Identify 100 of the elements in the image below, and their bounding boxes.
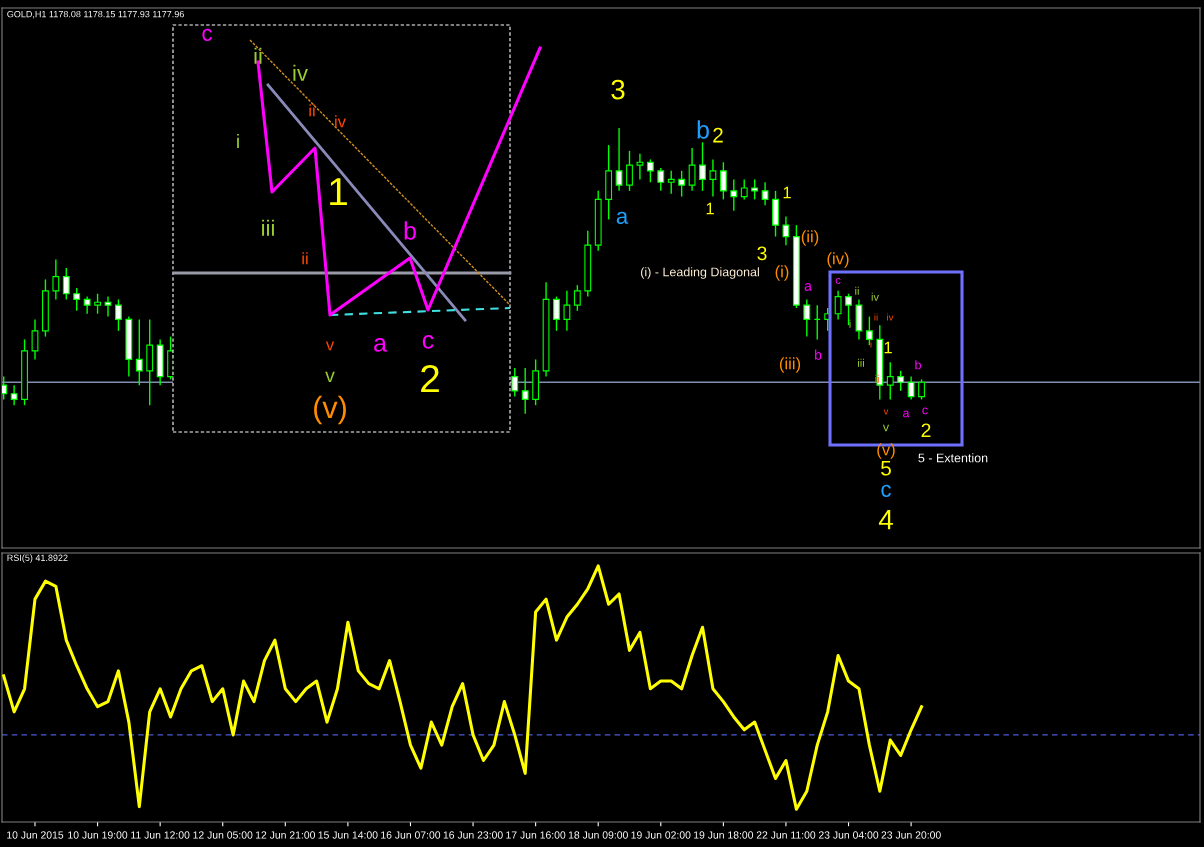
x-tick-label: 16 Jun 23:00 (443, 831, 503, 839)
candlestick (730, 178, 738, 212)
candlestick (865, 315, 873, 346)
annotation: a (804, 283, 812, 291)
candlestick (73, 287, 81, 312)
candlestick (573, 284, 581, 312)
annotation: b (815, 349, 822, 360)
candlestick (31, 318, 39, 361)
candlestick (667, 170, 675, 195)
text: ii (254, 47, 262, 64)
annotation: 1 (330, 178, 347, 206)
annotation: i (870, 340, 872, 348)
annotation: (i) - Leading Diagonal (641, 267, 759, 279)
annotation: 1 (884, 341, 892, 354)
x-tick-label: 10 Jun 19:00 (68, 831, 128, 839)
candlestick (615, 127, 623, 192)
annotation: v (325, 371, 335, 383)
x-tick-label: 22 Jun 11:00 (756, 831, 816, 839)
annotation: 3 (757, 246, 767, 261)
x-tick-label: 18 Jun 09:00 (568, 831, 628, 839)
candlestick (52, 258, 60, 301)
candlestick (553, 295, 560, 332)
annotation: 1 (783, 186, 791, 199)
x-tick-label: 23 Jun 20:00 (881, 831, 941, 839)
text: ii (309, 104, 315, 117)
annotation: 2 (421, 364, 439, 393)
annotation: iii (262, 219, 274, 236)
candlestick (563, 290, 571, 332)
text: 5 (881, 461, 891, 476)
candlestick (94, 293, 101, 315)
candlestick (104, 295, 112, 318)
annotation: c (422, 335, 434, 349)
annotation: c (835, 277, 841, 284)
annotation: a (616, 211, 629, 224)
annotation: ii (875, 374, 879, 383)
candlestick (135, 318, 143, 386)
x-tick-label: 10 Jun 2015 (7, 831, 64, 839)
annotation: (iii) (779, 357, 801, 373)
text: v (882, 424, 890, 432)
candlestick (62, 267, 70, 301)
annotation: 2 (713, 127, 723, 143)
candlestick (907, 375, 915, 401)
candlestick (761, 181, 769, 206)
x-tick-label: 23 Jun 04:00 (818, 831, 879, 839)
text: iv (335, 115, 346, 128)
text: 4 (878, 510, 893, 530)
annotation: a (903, 410, 910, 418)
candlestick (521, 367, 529, 415)
annotation: 1 (706, 202, 714, 215)
candlestick (688, 147, 696, 192)
candlestick (657, 167, 665, 192)
candlestick (740, 178, 748, 201)
text: (v) (877, 443, 895, 459)
annotation: b (697, 120, 709, 139)
annotation: i (849, 319, 851, 328)
x-tick-label: 15 Jun 14:00 (318, 831, 378, 839)
candlestick (2, 375, 8, 401)
annotation: iv (887, 313, 894, 321)
annotation: ii (302, 252, 308, 265)
candlestick (10, 384, 18, 406)
annotation: ii (855, 286, 859, 295)
candlestick (678, 170, 686, 198)
annotation: (i) (775, 265, 789, 281)
text: 5 - Extention (918, 453, 988, 463)
candlestick (918, 378, 925, 401)
annotation: (v) (314, 395, 346, 425)
annotation: b (404, 221, 416, 240)
candlestick (646, 158, 654, 183)
x-tick-label: 12 Jun 21:00 (255, 831, 316, 839)
text: c (202, 28, 212, 41)
annotation: iv (871, 292, 879, 301)
candlestick (751, 178, 759, 201)
candlestick (897, 370, 905, 392)
x-tick-label: 19 Jun 02:00 (631, 831, 691, 839)
x-tick-label: 11 Jun 12:00 (131, 831, 190, 839)
annotation: (ii) (801, 230, 819, 246)
candlestick (115, 298, 122, 332)
chart-title: GOLD,H1 1178.08 1178.15 1177.93 1177.96 (7, 10, 184, 19)
candlestick (782, 215, 790, 246)
candlestick (699, 141, 706, 192)
annotation: c (922, 407, 928, 415)
candlestick (886, 361, 894, 401)
candlestick (845, 293, 852, 326)
annotation: b (915, 360, 921, 370)
candlestick (803, 298, 811, 338)
annotation: iii (858, 358, 864, 367)
candlestick (626, 150, 633, 192)
annotation: v (883, 409, 889, 415)
annotation: a (374, 338, 387, 352)
x-tick-label: 12 Jun 05:00 (193, 831, 253, 839)
candlestick (636, 153, 644, 181)
text: c (881, 484, 891, 497)
candlestick (719, 161, 727, 201)
annotation: (iv) (827, 252, 849, 268)
annotation: i (237, 133, 239, 149)
x-tick-label: 17 Jun 16:00 (506, 831, 566, 839)
annotation: v (325, 341, 335, 351)
chart-title: RSI(5) 41.8922 (7, 554, 68, 563)
annotation: ii (874, 313, 878, 321)
text: 2 (921, 423, 931, 438)
